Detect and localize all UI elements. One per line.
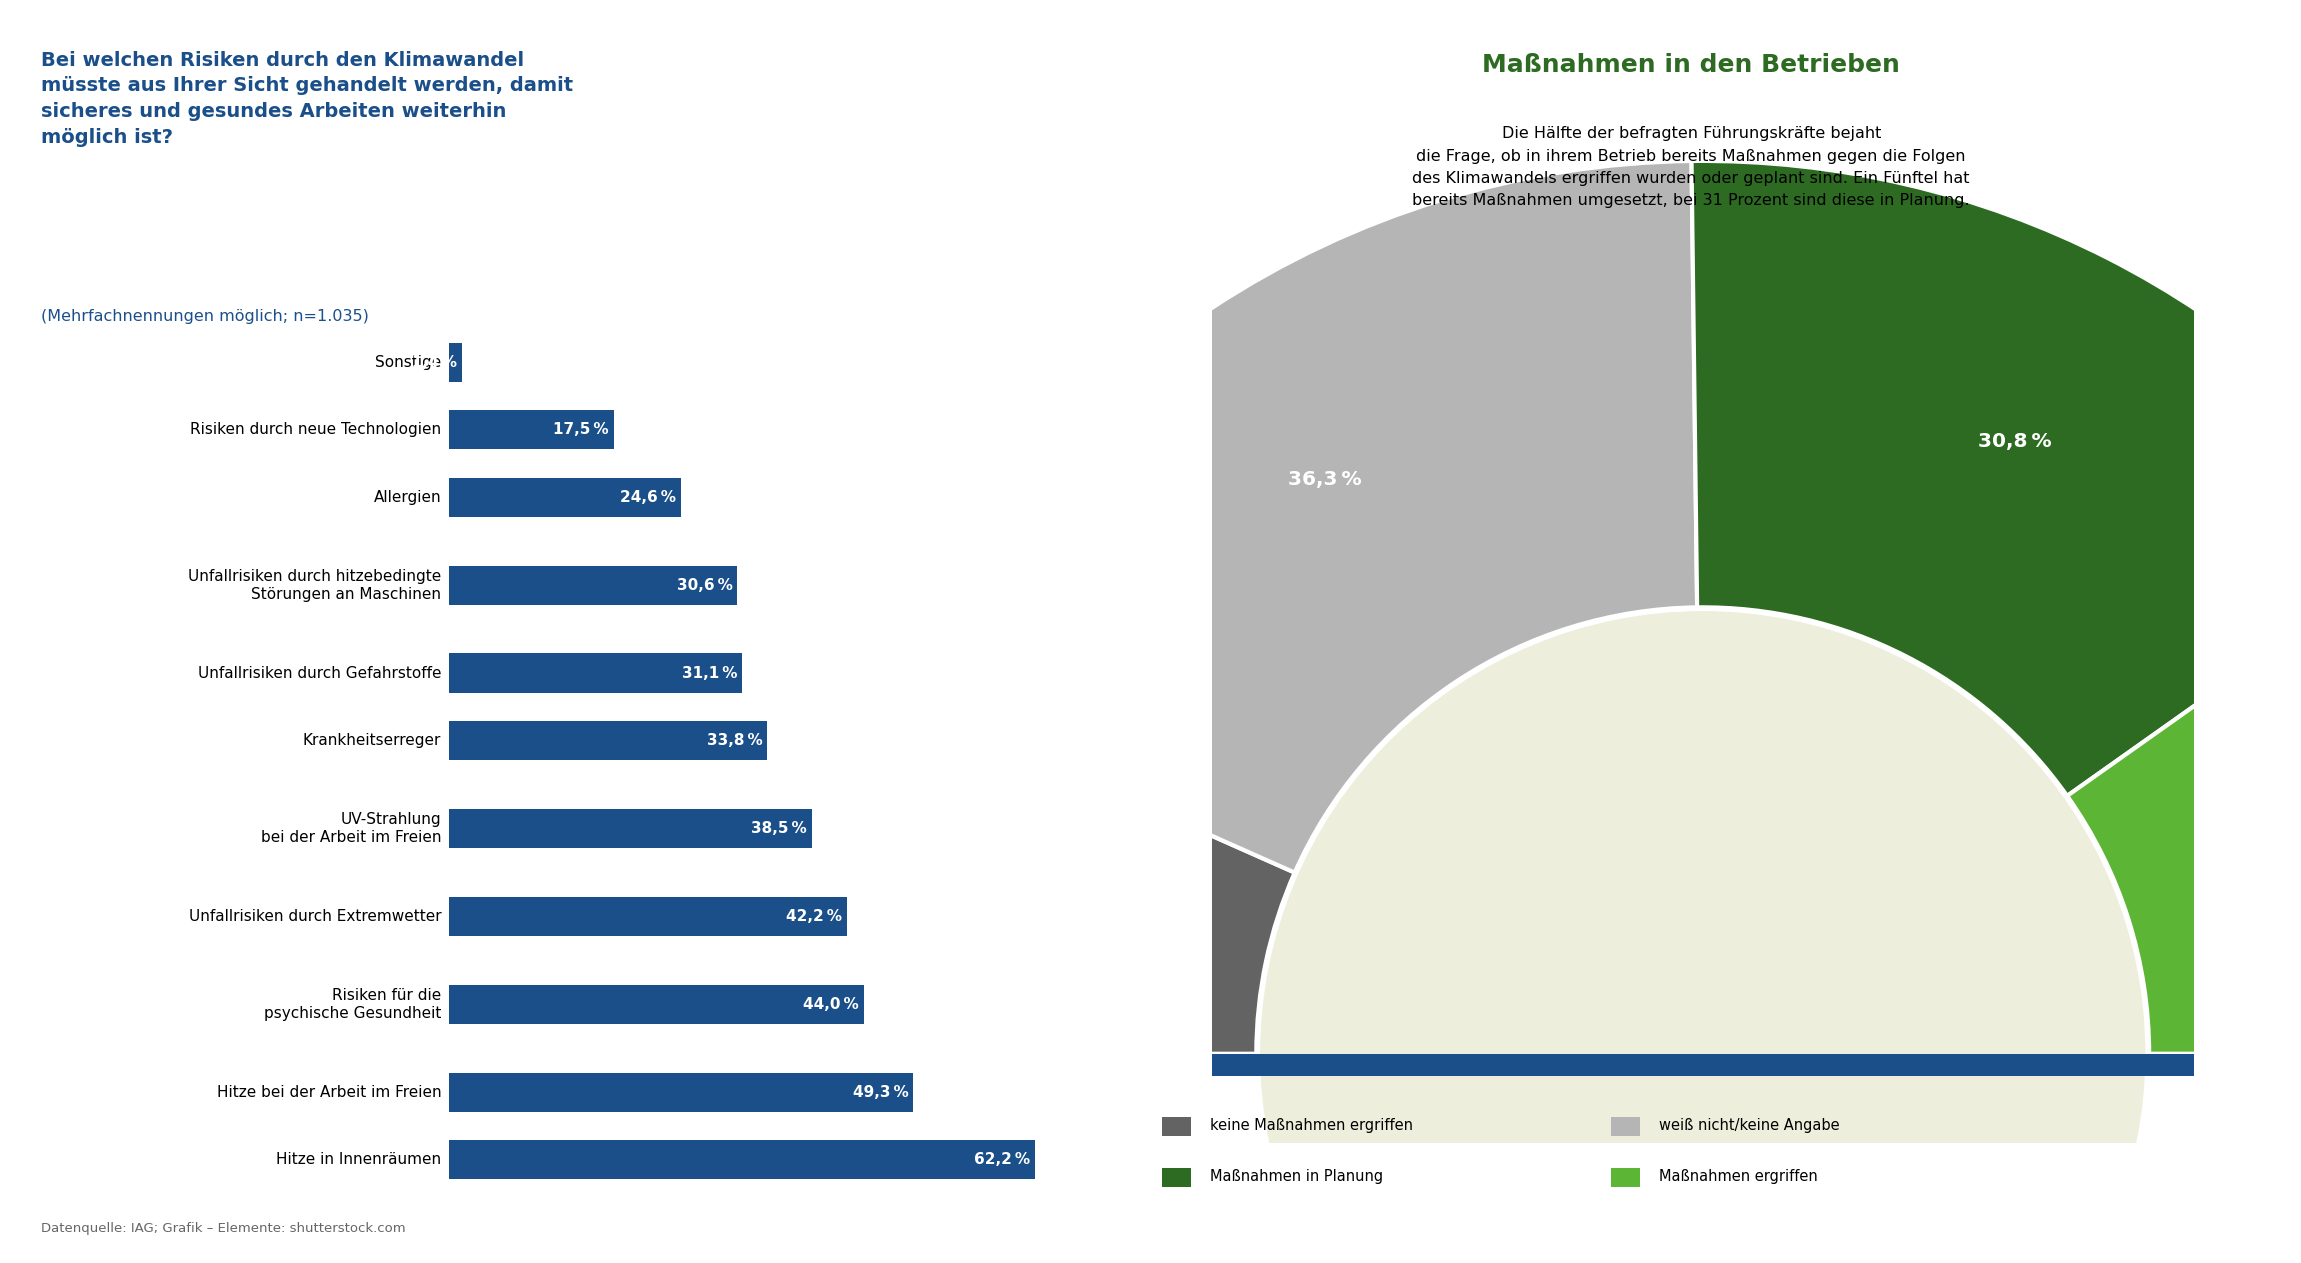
Text: 17,5 %: 17,5 %: [552, 422, 610, 437]
Bar: [449, 808, 812, 849]
Wedge shape: [886, 160, 1698, 873]
Text: Risiken durch neue Technologien: Risiken durch neue Technologien: [191, 422, 442, 437]
Text: 24,6 %: 24,6 %: [619, 490, 676, 505]
Text: 30,8 %: 30,8 %: [1979, 432, 2052, 451]
Text: 42,2 %: 42,2 %: [787, 909, 842, 925]
Text: 36,3 %: 36,3 %: [1289, 470, 1362, 489]
Text: 62,2 %: 62,2 %: [973, 1152, 1031, 1167]
Text: Datenquelle: IAG; Grafik – Elemente: shutterstock.com: Datenquelle: IAG; Grafik – Elemente: shu…: [41, 1223, 405, 1235]
Bar: [449, 653, 741, 692]
Text: Maßnahmen ergriffen: Maßnahmen ergriffen: [1659, 1168, 1818, 1183]
Text: 33,8 %: 33,8 %: [706, 734, 762, 748]
Bar: [449, 897, 847, 936]
Text: Hitze bei der Arbeit im Freien: Hitze bei der Arbeit im Freien: [216, 1085, 442, 1100]
Bar: [449, 410, 614, 450]
Text: Sonstige: Sonstige: [375, 355, 442, 370]
Bar: [810, 1053, 2301, 1076]
Text: 38,5 %: 38,5 %: [750, 821, 808, 836]
Text: 31,1 %: 31,1 %: [681, 666, 736, 681]
Text: 49,3 %: 49,3 %: [854, 1085, 909, 1100]
Text: Unfallrisiken durch Extremwetter: Unfallrisiken durch Extremwetter: [189, 909, 442, 925]
Text: (Mehrfachnennungen möglich; n=1.035): (Mehrfachnennungen möglich; n=1.035): [41, 309, 368, 325]
Bar: [449, 342, 463, 381]
Text: Maßnahmen in Planung: Maßnahmen in Planung: [1210, 1168, 1383, 1183]
Text: Hitze in Innenräumen: Hitze in Innenräumen: [276, 1152, 442, 1167]
Text: Die Hälfte der befragten Führungskräfte bejaht
die Frage, ob in ihrem Betrieb be: Die Hälfte der befragten Führungskräfte …: [1413, 126, 1970, 208]
Text: Risiken für die
psychische Gesundheit: Risiken für die psychische Gesundheit: [265, 988, 442, 1021]
Wedge shape: [2066, 538, 2301, 1053]
Text: 44,0 %: 44,0 %: [803, 997, 858, 1012]
Text: weiß nicht/keine Angabe: weiß nicht/keine Angabe: [1659, 1118, 1838, 1133]
Text: Allergien: Allergien: [373, 490, 442, 505]
Text: 13,3 %: 13,3 %: [994, 902, 1068, 921]
Circle shape: [1261, 611, 2145, 1263]
Wedge shape: [810, 691, 1295, 1053]
Bar: [449, 566, 736, 605]
Text: keine Maßnahmen ergriffen: keine Maßnahmen ergriffen: [1210, 1118, 1413, 1133]
Bar: [449, 1140, 1035, 1180]
Bar: [449, 477, 681, 517]
Text: 1,4 %: 1,4 %: [412, 355, 458, 370]
Bar: [449, 721, 766, 760]
Text: Maßnahmen in den Betrieben: Maßnahmen in den Betrieben: [1482, 53, 1901, 77]
Text: Krankheitserreger: Krankheitserreger: [304, 734, 442, 748]
Text: Unfallrisiken durch hitzebedingte
Störungen an Maschinen: Unfallrisiken durch hitzebedingte Störun…: [189, 568, 442, 601]
Text: UV-Strahlung
bei der Arbeit im Freien: UV-Strahlung bei der Arbeit im Freien: [260, 812, 442, 845]
Text: 30,6 %: 30,6 %: [676, 577, 732, 592]
Wedge shape: [1691, 160, 2301, 796]
Text: Unfallrisiken durch Gefahrstoffe: Unfallrisiken durch Gefahrstoffe: [198, 666, 442, 681]
Bar: [449, 1072, 913, 1111]
Bar: [449, 985, 863, 1024]
Text: Bei welchen Risiken durch den Klimawandel
müsste aus Ihrer Sicht gehandelt werde: Bei welchen Risiken durch den Klimawande…: [41, 51, 573, 147]
